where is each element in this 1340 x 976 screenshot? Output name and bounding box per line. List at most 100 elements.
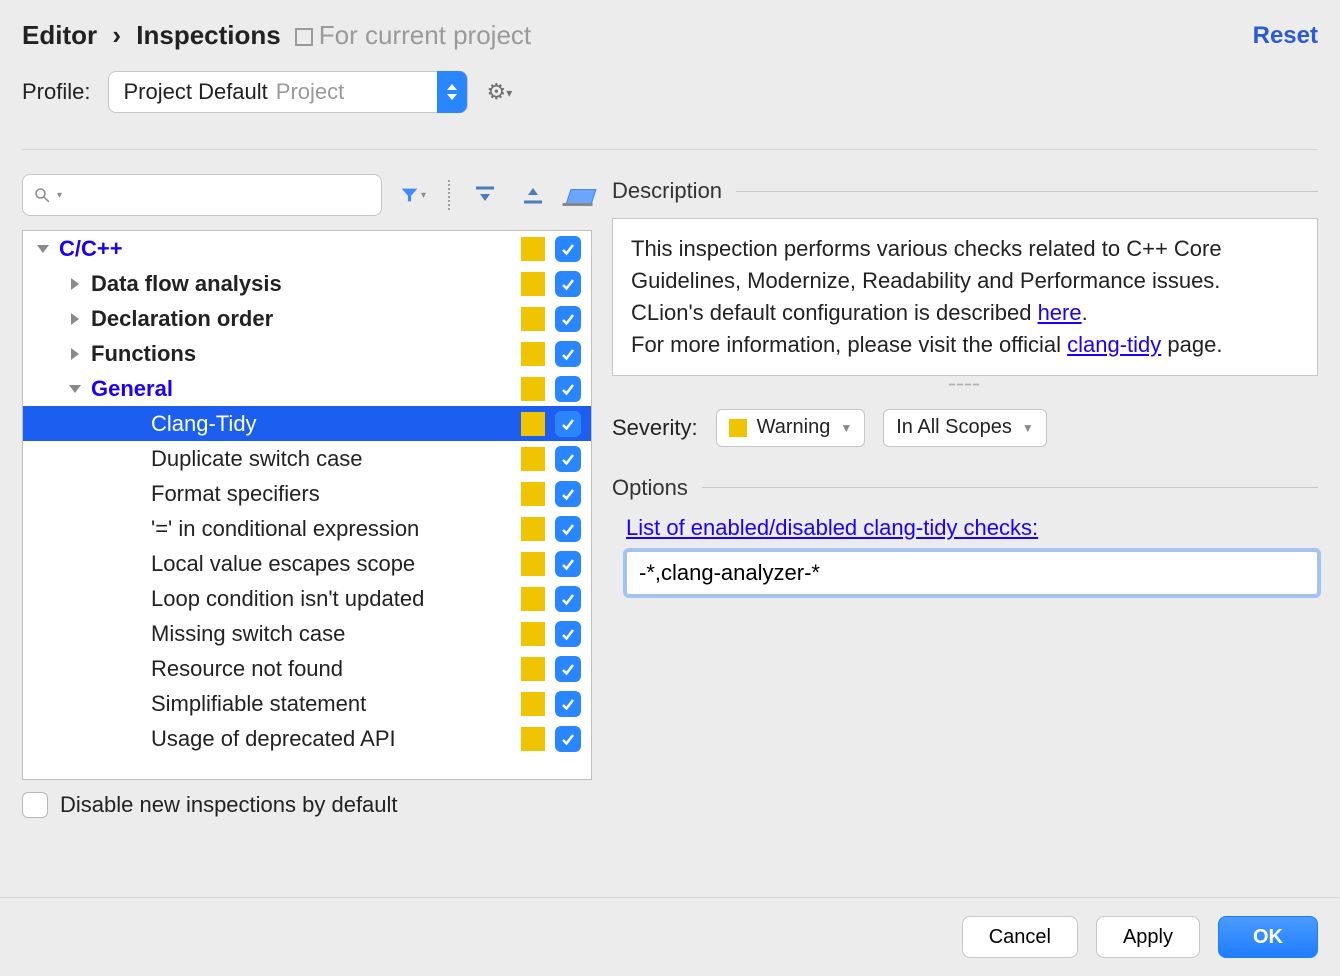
enable-checkbox[interactable] [555,271,581,297]
disclosure-icon[interactable] [67,278,83,290]
tree-row[interactable]: Loop condition isn't updated [23,581,591,616]
search-history-icon[interactable]: ▾ [57,190,62,201]
config-here-link[interactable]: here [1038,300,1082,325]
description-p1: This inspection performs various checks … [631,236,1222,293]
tree-row[interactable]: Local value escapes scope [23,546,591,581]
tree-item-label: Simplifiable statement [151,691,366,717]
scope-label: For current project [319,20,531,51]
severity-indicator-icon [521,482,545,506]
enable-checkbox[interactable] [555,376,581,402]
clang-tidy-link[interactable]: clang-tidy [1067,332,1161,357]
tree-item-label: C/C++ [59,236,123,262]
tree-item-label: Local value escapes scope [151,551,415,577]
search-icon [33,186,51,204]
enable-checkbox[interactable] [555,586,581,612]
disclosure-icon[interactable] [67,385,83,393]
profile-label: Profile: [22,79,90,105]
tree-row[interactable]: C/C++ [23,231,591,266]
enable-checkbox[interactable] [555,691,581,717]
chevron-down-icon: ▼ [1022,421,1034,435]
severity-indicator-icon [521,552,545,576]
tree-item-label: '=' in conditional expression [151,516,419,542]
disclosure-icon[interactable] [67,313,83,325]
enable-checkbox[interactable] [555,446,581,472]
tree-row[interactable]: Data flow analysis [23,266,591,301]
severity-indicator-icon [521,517,545,541]
reset-defaults-icon[interactable] [568,182,594,208]
enable-checkbox[interactable] [555,411,581,437]
cancel-button[interactable]: Cancel [962,916,1078,958]
reset-link[interactable]: Reset [1253,22,1318,50]
enable-checkbox[interactable] [555,236,581,262]
description-box: This inspection performs various checks … [612,218,1318,376]
description-p3b: page. [1161,332,1222,357]
tree-item-label: Missing switch case [151,621,345,647]
tree-row[interactable]: Missing switch case [23,616,591,651]
enable-checkbox[interactable] [555,341,581,367]
tree-item-label: Usage of deprecated API [151,726,396,752]
severity-indicator-icon [521,342,545,366]
description-p2a: CLion's default configuration is describ… [631,300,1038,325]
search-box[interactable]: ▾ [22,174,382,216]
breadcrumb-root[interactable]: Editor [22,20,97,50]
description-heading: Description [612,178,722,204]
divider [22,149,1318,150]
chevron-down-icon: ▼ [840,421,852,435]
severity-indicator-icon [521,727,545,751]
severity-indicator-icon [521,692,545,716]
divider [736,191,1318,192]
disclosure-icon[interactable] [35,245,51,253]
enable-checkbox[interactable] [555,621,581,647]
enable-checkbox[interactable] [555,726,581,752]
scope-select[interactable]: In All Scopes ▼ [883,409,1047,447]
profile-select[interactable]: Project Default Project [108,71,468,113]
options-heading: Options [612,475,688,501]
description-p2b: . [1082,300,1088,325]
severity-indicator-icon [521,622,545,646]
ok-button[interactable]: OK [1218,916,1318,958]
tree-row[interactable]: Declaration order [23,301,591,336]
tree-row[interactable]: Simplifiable statement [23,686,591,721]
tree-row[interactable]: Duplicate switch case [23,441,591,476]
collapse-all-icon[interactable] [520,182,546,208]
tree-item-label: Format specifiers [151,481,320,507]
tree-row[interactable]: Functions [23,336,591,371]
tree-item-label: Duplicate switch case [151,446,363,472]
clang-tidy-checks-input[interactable] [626,551,1318,595]
tree-item-label: Declaration order [91,306,273,332]
warning-color-icon [729,419,747,437]
severity-select[interactable]: Warning ▼ [716,409,866,447]
expand-all-icon[interactable] [472,182,498,208]
severity-indicator-icon [521,272,545,296]
enable-checkbox[interactable] [555,516,581,542]
profile-stepper-icon[interactable] [437,71,467,113]
enable-checkbox[interactable] [555,551,581,577]
apply-button[interactable]: Apply [1096,916,1200,958]
enable-checkbox[interactable] [555,306,581,332]
options-link[interactable]: List of enabled/disabled clang-tidy chec… [626,515,1038,541]
disclosure-icon[interactable] [67,348,83,360]
tree-item-label: Loop condition isn't updated [151,586,424,612]
scope-value: In All Scopes [896,416,1012,439]
disable-new-label: Disable new inspections by default [60,792,398,818]
inspection-tree[interactable]: C/C++ Data flow analysis Declaration order… [22,230,592,780]
severity-indicator-icon [521,377,545,401]
severity-indicator-icon [521,587,545,611]
disable-new-checkbox[interactable] [22,792,48,818]
tree-row[interactable]: Usage of deprecated API [23,721,591,756]
severity-indicator-icon [521,307,545,331]
tree-row[interactable]: General [23,371,591,406]
toolbar-divider [448,180,450,210]
search-input[interactable] [68,184,371,207]
enable-checkbox[interactable] [555,481,581,507]
gear-icon[interactable]: ⚙▾ [486,79,512,105]
resize-grip-icon[interactable]: ━━━━ [612,380,1318,391]
enable-checkbox[interactable] [555,656,581,682]
tree-row[interactable]: '=' in conditional expression [23,511,591,546]
severity-indicator-icon [521,657,545,681]
breadcrumb-sep: › [112,20,121,50]
tree-row[interactable]: Resource not found [23,651,591,686]
tree-row[interactable]: Clang-Tidy [23,406,591,441]
tree-row[interactable]: Format specifiers [23,476,591,511]
filter-icon[interactable]: ▾ [400,182,426,208]
